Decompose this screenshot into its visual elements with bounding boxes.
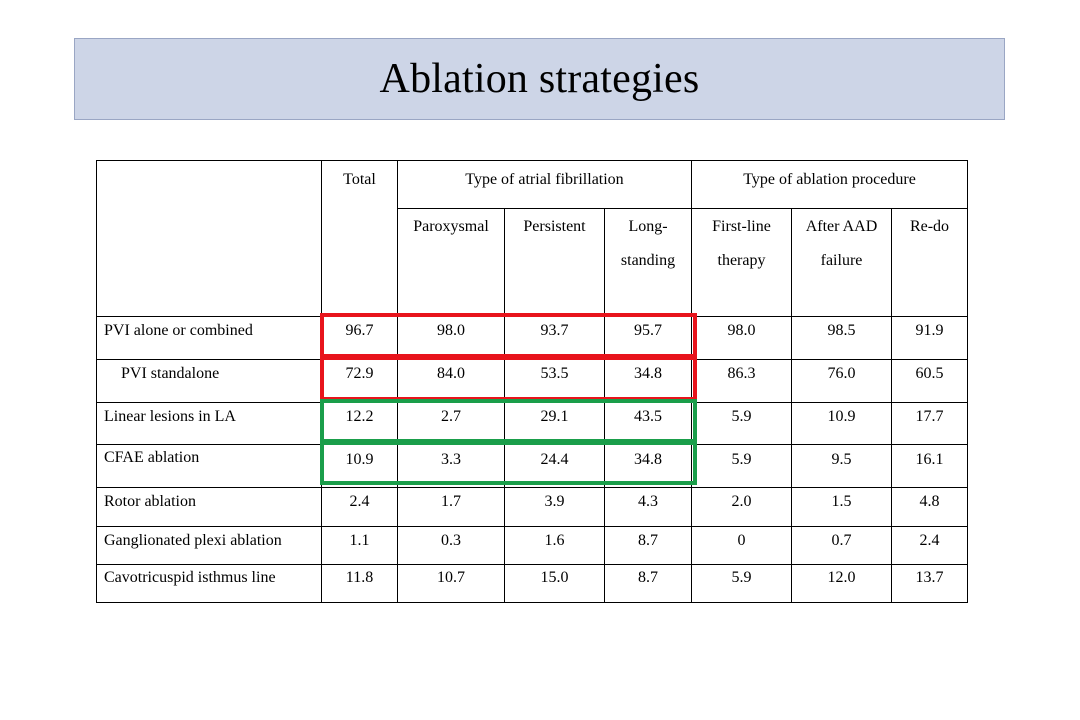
header-longstanding-line1: Long- [628,218,668,235]
col-divider [397,160,398,603]
cell-value: 98.0 [727,321,756,339]
header-longstanding: Long- standing [605,209,691,278]
table-border-right [967,160,968,603]
cell-value: 72.9 [345,365,374,382]
row-divider [96,564,968,565]
header-group-af-type: Type of atrial fibrillation [465,171,624,188]
cell-value: 60.5 [915,365,944,382]
header-firstline: First-line therapy [692,209,791,278]
cell-value: 10.9 [827,408,856,425]
cell-value: 0 [737,531,746,549]
cell-value: 91.9 [915,321,944,339]
cell-value: 4.8 [919,493,940,510]
header-longstanding-line2: standing [620,252,676,269]
row-label-cavotricuspid-isthmus: Cavotricuspid isthmus line [104,568,276,586]
cell-value: 2.0 [731,493,752,510]
header-persistent: Persistent [505,209,604,244]
cell-value: 4.3 [638,493,658,510]
col-divider [691,160,692,603]
cell-value: 16.1 [915,451,944,468]
header-after-aad: After AAD failure [792,209,891,278]
cell-value: 11.8 [345,568,374,586]
cell-value: 0.3 [441,531,461,549]
slide-title: Ablation strategies [379,56,700,102]
header-total: Total [343,171,376,188]
cell-value: 84.0 [437,365,465,382]
header-firstline-line1: First-line [712,218,771,235]
col-divider [504,208,505,603]
cell-value: 1.6 [544,531,565,549]
cell-value: 9.5 [831,451,852,468]
cell-value: 98.0 [437,321,465,339]
header-paroxysmal: Paroxysmal [398,209,504,244]
cell-value: 34.8 [634,365,662,382]
cell-value: 5.9 [731,408,752,425]
cell-value: 29.1 [540,408,569,425]
cell-value: 3.9 [544,493,565,510]
cell-value: 5.9 [731,568,752,586]
cell-value: 96.7 [345,321,374,339]
header-firstline-line2: therapy [717,252,766,269]
cell-value: 2.4 [919,531,940,549]
cell-value: 86.3 [727,365,756,382]
cell-value: 2.4 [349,493,370,510]
header-after-aad-line2: failure [820,252,863,269]
cell-value: 34.8 [634,451,662,468]
row-label-cfae-ablation: CFAE ablation [104,449,200,466]
header-redo: Re-do [892,209,967,244]
cell-value: 15.0 [540,568,569,586]
cell-value: 98.5 [827,321,856,339]
cell-value: 8.7 [638,568,658,586]
row-label-rotor-ablation: Rotor ablation [104,493,196,510]
cell-value: 1.7 [441,493,461,510]
header-group-divider [397,208,968,209]
cell-value: 3.3 [441,451,461,468]
row-divider [96,526,968,527]
cell-value: 17.7 [915,408,944,425]
cell-value: 13.7 [915,568,944,586]
row-divider [96,487,968,488]
col-divider [891,208,892,603]
cell-value: 1.5 [831,493,852,510]
row-label-linear-lesions: Linear lesions in LA [104,408,236,425]
header-paroxysmal-text: Paroxysmal [413,218,489,235]
table-border-left [96,160,97,603]
slide-title-banner: Ablation strategies [74,38,1005,120]
col-divider [604,208,605,603]
cell-value: 10.7 [437,568,465,586]
table-border-bottom [96,602,968,603]
cell-value: 93.7 [540,321,569,339]
cell-value: 76.0 [827,365,856,382]
header-group-procedure-type: Type of ablation procedure [743,171,916,188]
cell-value: 43.5 [634,408,662,425]
header-persistent-text: Persistent [523,218,586,235]
cell-value: 24.4 [540,451,569,468]
cell-value: 8.7 [638,531,658,549]
row-label-ganglionated-plexi: Ganglionated plexi ablation [104,531,282,549]
col-divider [791,208,792,603]
table-border-top [96,160,968,161]
header-redo-text: Re-do [909,218,950,235]
cell-value: 5.9 [731,451,752,468]
header-after-aad-line1: After AAD [805,218,878,235]
cell-value: 95.7 [634,321,662,339]
row-label-pvi-standalone: PVI standalone [121,365,220,382]
cell-value: 0.7 [831,531,852,549]
cell-value: 2.7 [441,408,461,425]
cell-value: 12.0 [827,568,856,586]
cell-value: 12.2 [345,408,374,425]
cell-value: 10.9 [345,451,374,468]
row-label-pvi-alone-or-combined: PVI alone or combined [104,321,253,339]
cell-value: 1.1 [349,531,370,549]
cell-value: 53.5 [540,365,569,382]
